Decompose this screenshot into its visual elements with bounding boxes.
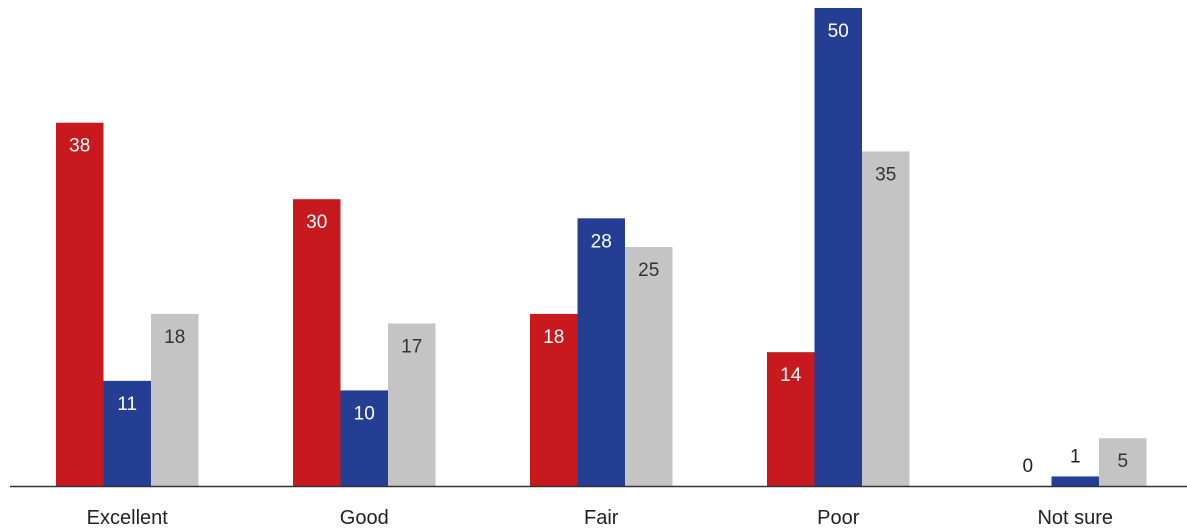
bar-poor-s2 (814, 8, 862, 486)
value-label-excellent-s2: 11 (117, 394, 137, 415)
value-label-fair-s2: 28 (591, 231, 612, 252)
category-label-not-sure: Not sure (1037, 507, 1113, 529)
category-label-good: Good (340, 507, 389, 529)
bar-poor-s1 (767, 352, 815, 486)
value-label-excellent-s1: 38 (69, 136, 90, 157)
value-label-not-sure-s1: 0 (1022, 456, 1033, 477)
category-label-poor: Poor (817, 507, 860, 529)
bar-good-s3 (388, 323, 436, 486)
value-label-poor-s3: 35 (875, 164, 896, 185)
bar-not-sure-s3 (1099, 438, 1147, 486)
value-label-good-s3: 17 (401, 336, 422, 357)
value-label-not-sure-s2: 1 (1070, 446, 1081, 467)
bar-fair-s3 (625, 247, 673, 486)
bar-good-s1 (293, 199, 341, 486)
bar-fair-s1 (530, 313, 578, 486)
value-label-fair-s3: 25 (638, 260, 659, 281)
value-label-not-sure-s3: 5 (1117, 451, 1128, 472)
value-label-poor-s1: 14 (780, 365, 802, 386)
value-label-poor-s2: 50 (828, 21, 849, 42)
value-label-good-s2: 10 (354, 403, 375, 424)
bar-excellent-s1 (56, 122, 104, 486)
bar-fair-s2 (577, 218, 625, 486)
bar-excellent-s3 (151, 313, 199, 486)
category-label-excellent: Excellent (87, 507, 169, 529)
bar-excellent-s2 (103, 380, 151, 486)
value-label-excellent-s3: 18 (164, 327, 185, 348)
value-label-fair-s1: 18 (543, 327, 564, 348)
bar-poor-s3 (862, 151, 910, 486)
value-label-good-s1: 30 (306, 212, 327, 233)
bar-not-sure-s2 (1051, 476, 1099, 486)
bar-good-s2 (340, 390, 388, 486)
category-label-fair: Fair (584, 507, 619, 529)
